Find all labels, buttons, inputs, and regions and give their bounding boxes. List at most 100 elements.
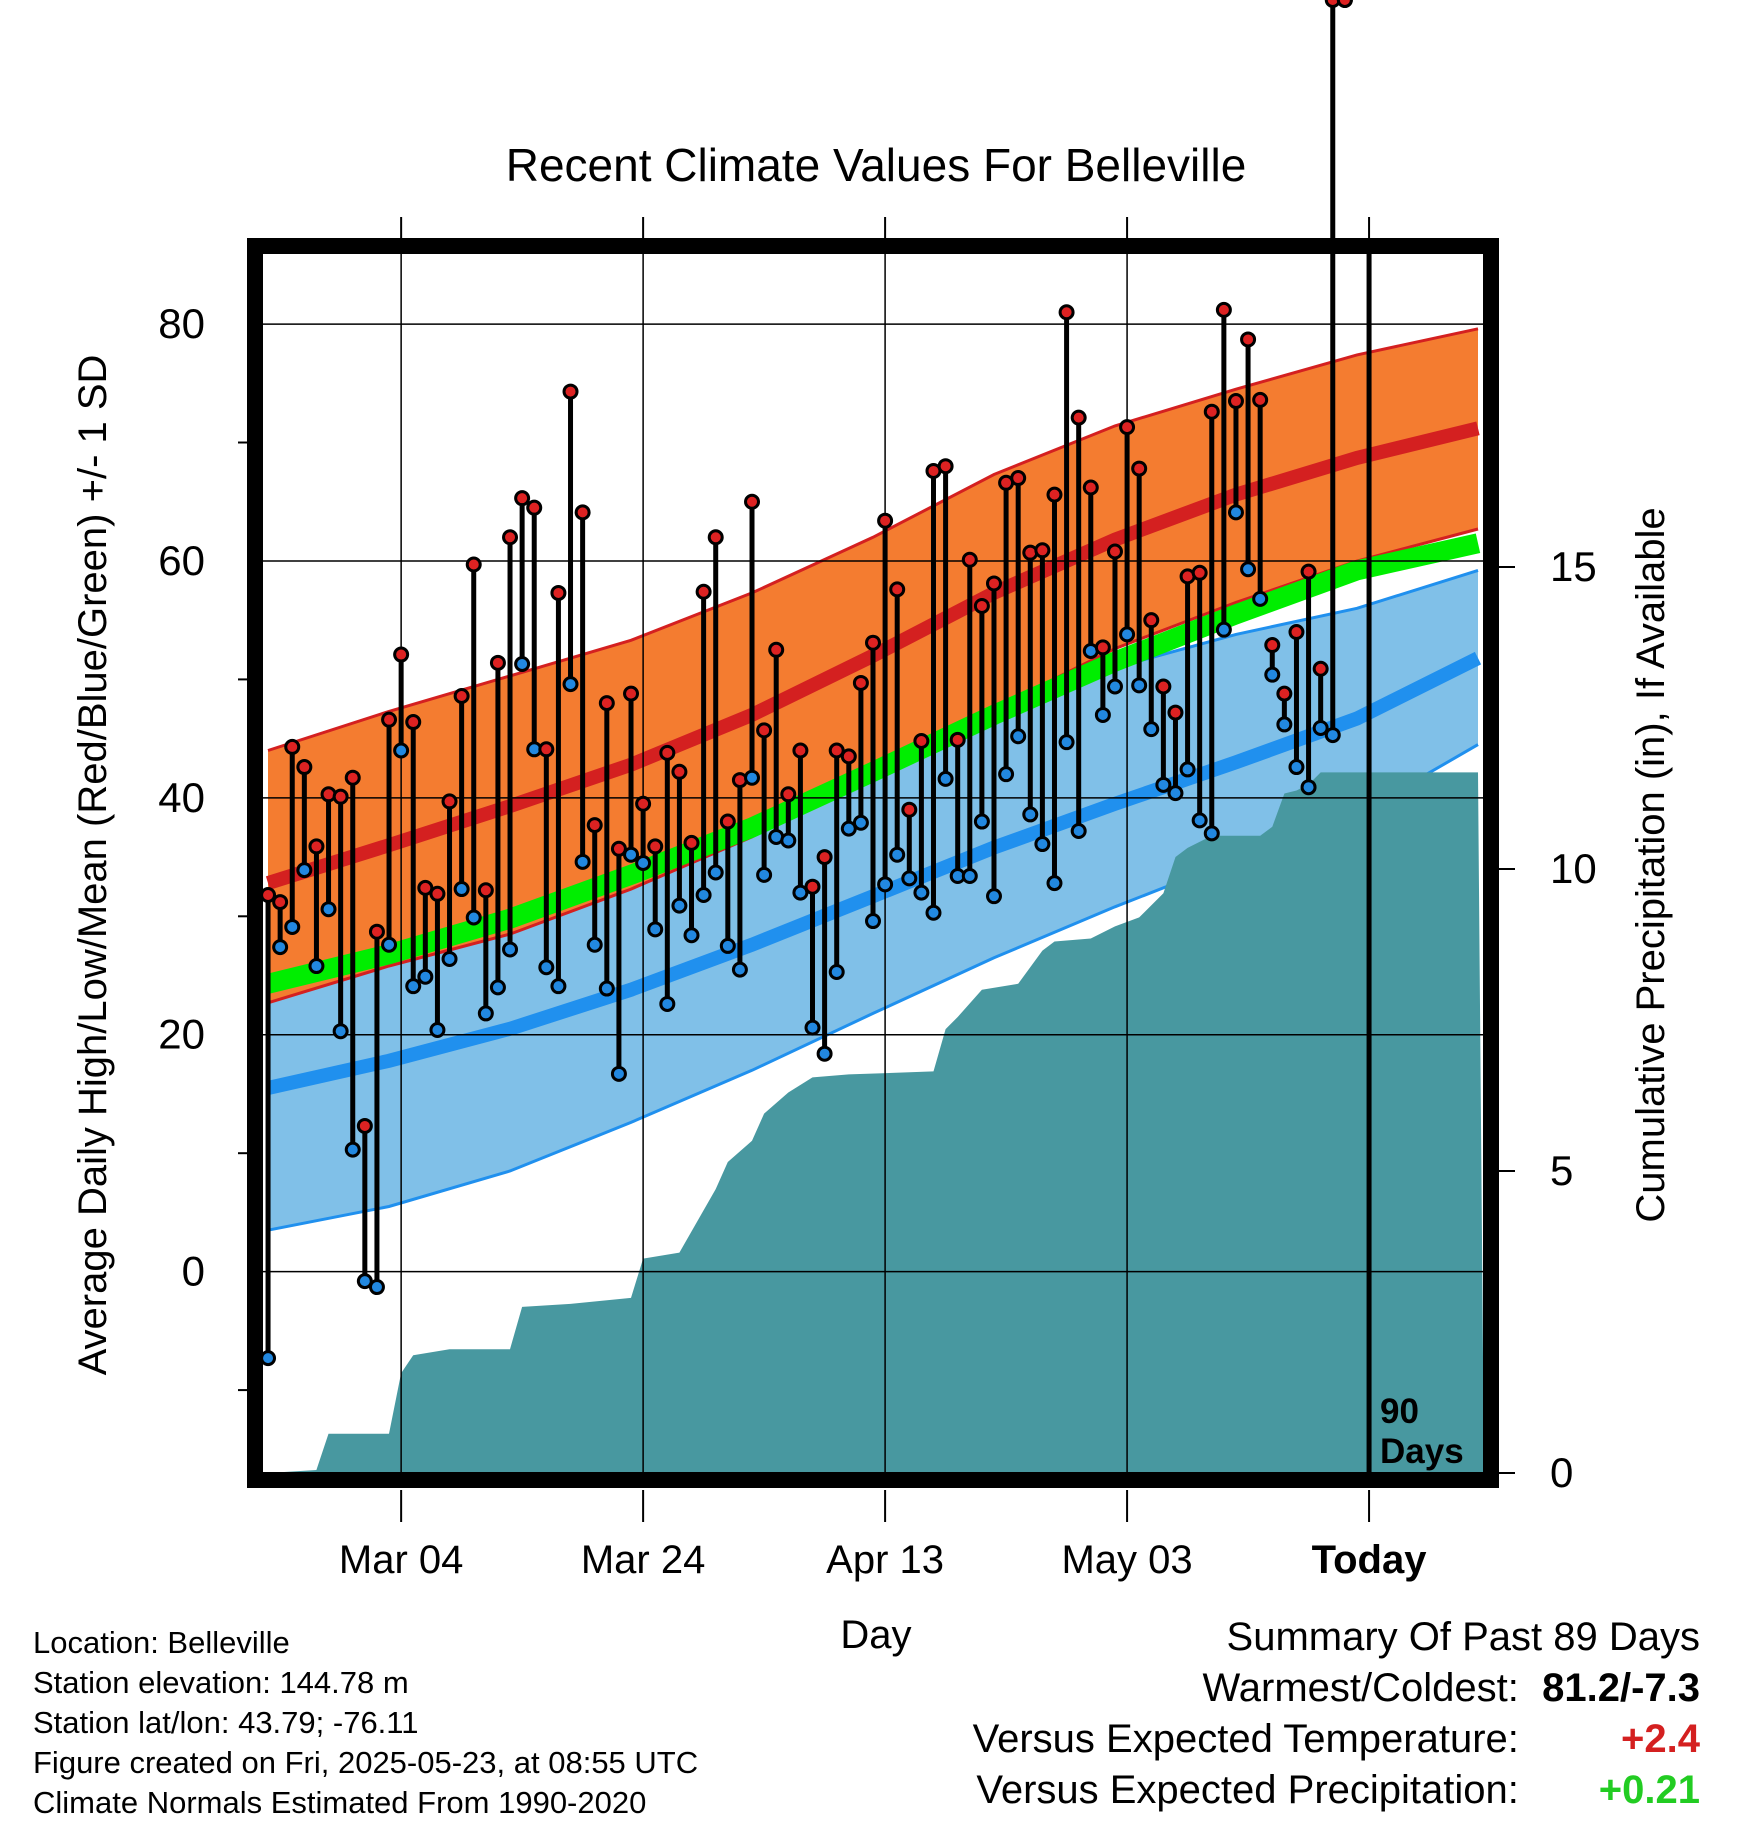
daily-low-point: [453, 881, 470, 898]
daily-high-point: [538, 741, 555, 758]
daily-high-point: [1058, 304, 1075, 321]
daily-low-point: [647, 921, 664, 938]
daily-high-point: [1167, 704, 1184, 721]
daily-high-point: [393, 646, 410, 663]
daily-low-point: [865, 913, 881, 930]
daily-low-point: [1288, 759, 1305, 776]
x-axis-label: Day: [840, 1613, 911, 1657]
daily-high-point: [514, 490, 531, 507]
daily-low-point: [1155, 776, 1172, 793]
y2-tick-label: 0: [1550, 1449, 1573, 1496]
daily-low-point: [659, 995, 676, 1012]
daily-low-point: [1143, 721, 1160, 738]
daily-low-point: [683, 927, 700, 944]
daily-high-point: [332, 788, 349, 805]
daily-high-point: [429, 885, 446, 902]
daily-high-point: [973, 597, 990, 614]
precip-area: [262, 772, 1484, 1473]
daily-low-point: [1046, 875, 1063, 892]
daily-high-point: [465, 556, 482, 573]
daily-high-point: [1312, 660, 1329, 677]
daily-low-point: [465, 909, 482, 926]
daily-high-point: [441, 793, 458, 810]
daily-low-point: [1215, 621, 1232, 638]
daily-high-point: [272, 894, 289, 911]
daily-high-point: [840, 748, 857, 765]
cumulative-precip: [262, 772, 1484, 1473]
y-tick-label: 80: [158, 300, 205, 347]
daily-low-point: [707, 864, 724, 881]
daily-high-point: [1336, 0, 1353, 8]
daily-low-point: [1191, 812, 1208, 829]
daily-high-point: [1010, 470, 1027, 487]
daily-low-point: [731, 961, 748, 978]
daily-high-point: [1252, 391, 1269, 408]
station-elevation: Station elevation: 144.78 m: [33, 1665, 409, 1700]
station-info: Location: Belleville Station elevation: …: [33, 1623, 698, 1823]
daily-low-point: [1252, 590, 1269, 607]
daily-high-point: [1070, 409, 1087, 426]
daily-high-point: [1288, 624, 1305, 641]
daily-low-point: [1276, 716, 1293, 733]
daily-high-point: [368, 923, 385, 940]
y-tick-label: 0: [182, 1248, 205, 1295]
daily-high-point: [804, 878, 821, 895]
normal-high-upper-edge: [267, 327, 1479, 752]
daily-low-point: [260, 1350, 277, 1367]
daily-low-point: [586, 936, 603, 953]
daily-high-point: [707, 529, 724, 546]
daily-low-point: [1070, 823, 1087, 840]
daily-low-point: [804, 1019, 821, 1036]
daily-low-point: [1058, 734, 1075, 751]
daily-high-point: [1240, 331, 1257, 348]
daily-low-point: [272, 939, 289, 956]
y-tick-label: 20: [158, 1011, 205, 1058]
x-tick-label: Today: [1312, 1538, 1428, 1582]
daily-observations: [260, 0, 1353, 1367]
daily-high-point: [526, 499, 543, 516]
daily-low-point: [1227, 504, 1244, 521]
daily-low-point: [284, 918, 301, 935]
daily-high-point: [598, 695, 615, 712]
summary-extremes: Warmest/Coldest: 81.2/-7.3: [973, 1663, 1701, 1714]
daily-low-point: [417, 968, 434, 985]
y2-tick-label: 15: [1550, 543, 1597, 590]
daily-low-point: [985, 888, 1002, 905]
daily-high-point: [744, 493, 761, 510]
normals-note: Climate Normals Estimated From 1990-2020: [33, 1785, 647, 1820]
daily-high-point: [828, 742, 845, 759]
daily-low-point: [368, 1279, 385, 1296]
daily-high-point: [284, 738, 301, 755]
x-tick-label: May 03: [1061, 1538, 1192, 1582]
daily-low-point: [695, 886, 712, 903]
daily-low-point: [381, 936, 398, 953]
daily-high-point: [489, 654, 506, 671]
daily-high-point: [913, 733, 930, 749]
daily-low-point: [913, 884, 930, 901]
precip-label: Versus Expected Precipitation:: [976, 1768, 1519, 1812]
daily-high-point: [1215, 301, 1232, 318]
daily-high-point: [877, 512, 894, 529]
summary-title: Summary Of Past 89 Days: [1226, 1615, 1700, 1659]
summary-panel: Summary Of Past 89 Days Warmest/Coldest:…: [973, 1612, 1700, 1816]
daily-low-point: [538, 959, 555, 976]
daily-low-point: [719, 937, 736, 954]
daily-high-point: [296, 759, 313, 776]
daily-low-point: [744, 769, 761, 786]
daily-low-point: [1131, 677, 1148, 694]
daily-low-point: [1324, 727, 1341, 744]
daily-high-point: [865, 634, 881, 651]
daily-high-point: [719, 813, 736, 830]
daily-high-point: [1203, 403, 1220, 420]
daily-low-point: [405, 978, 422, 995]
daily-high-point: [381, 711, 398, 728]
daily-low-point: [1179, 761, 1196, 778]
daily-low-point: [623, 846, 640, 863]
daily-high-point: [671, 763, 688, 780]
daily-high-point: [562, 383, 579, 400]
daily-low-point: [635, 855, 652, 871]
daily-high-point: [405, 714, 422, 731]
daily-low-point: [901, 870, 918, 887]
plot-frame: [247, 238, 1499, 1488]
y2-tick-label: 5: [1550, 1147, 1573, 1194]
